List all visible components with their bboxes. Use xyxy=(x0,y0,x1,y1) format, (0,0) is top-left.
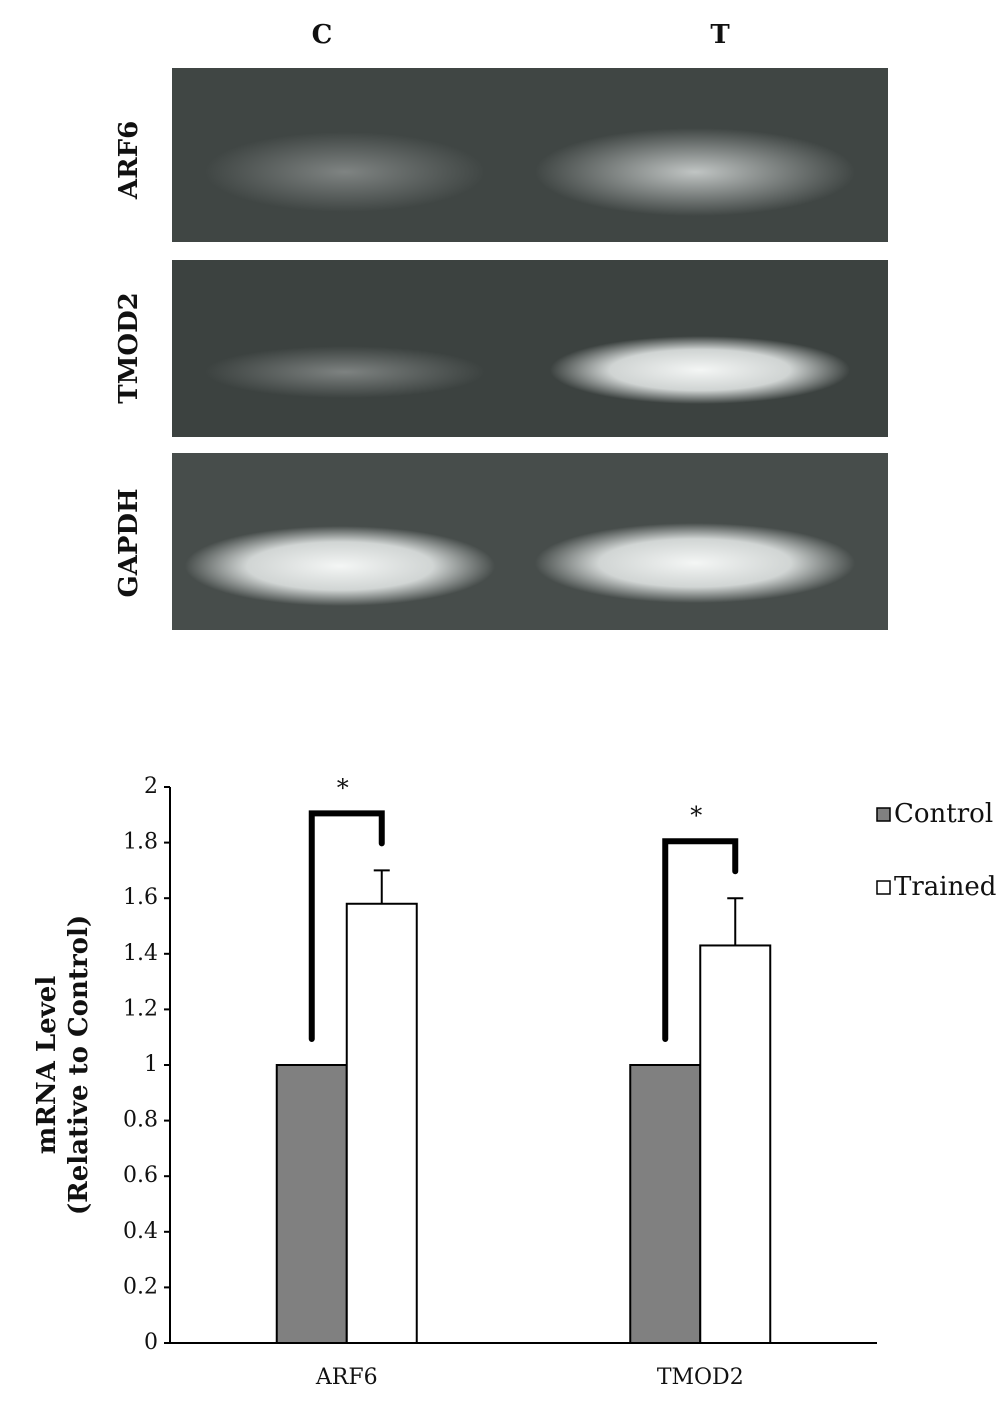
legend-swatch xyxy=(876,807,891,822)
legend-label: Trained xyxy=(894,872,996,902)
y-tick-label: 2 xyxy=(144,774,158,799)
gel-band xyxy=(550,336,850,404)
significance-bracket xyxy=(662,838,739,1042)
gel-band xyxy=(185,526,495,606)
y-axis-title: mRNA Level xyxy=(32,976,62,1155)
gel-band xyxy=(535,128,855,216)
y-tick-label: 0.8 xyxy=(123,1108,158,1133)
bar xyxy=(699,944,772,1345)
bar xyxy=(629,1064,702,1344)
y-tick-label: 0.6 xyxy=(123,1163,158,1188)
y-tick-label: 1.8 xyxy=(123,830,158,855)
y-tick-label: 0 xyxy=(144,1330,158,1355)
row-label: TMOD2 xyxy=(114,292,144,403)
significance-bracket xyxy=(308,810,385,1042)
y-axis-title: (Relative to Control) xyxy=(64,915,94,1215)
gel-band xyxy=(535,523,855,603)
x-tick-label: ARF6 xyxy=(315,1365,378,1390)
significance-star: * xyxy=(690,802,702,830)
significance-star: * xyxy=(337,774,349,802)
y-tick-label: 1 xyxy=(144,1052,158,1077)
gel-band xyxy=(205,346,485,398)
lane-label: T xyxy=(710,20,730,50)
bar xyxy=(275,1064,348,1344)
error-bar xyxy=(727,897,744,946)
x-tick-label: TMOD2 xyxy=(657,1365,744,1390)
row-label: ARF6 xyxy=(114,121,144,200)
error-bar xyxy=(373,869,390,904)
bar xyxy=(345,902,418,1344)
lane-label: C xyxy=(312,20,333,50)
gel-band xyxy=(205,132,485,212)
legend-label: Control xyxy=(894,799,993,829)
legend-swatch xyxy=(876,880,891,895)
y-tick-label: 0.4 xyxy=(123,1219,158,1244)
gel: C T ARF6 TMOD2 GAPDH xyxy=(114,20,888,630)
y-tick-label: 1.2 xyxy=(123,996,158,1021)
y-tick-label: 1.4 xyxy=(123,941,158,966)
y-tick-label: 1.6 xyxy=(123,885,158,910)
row-label: GAPDH xyxy=(114,488,144,597)
y-tick-label: 0.2 xyxy=(123,1274,158,1299)
